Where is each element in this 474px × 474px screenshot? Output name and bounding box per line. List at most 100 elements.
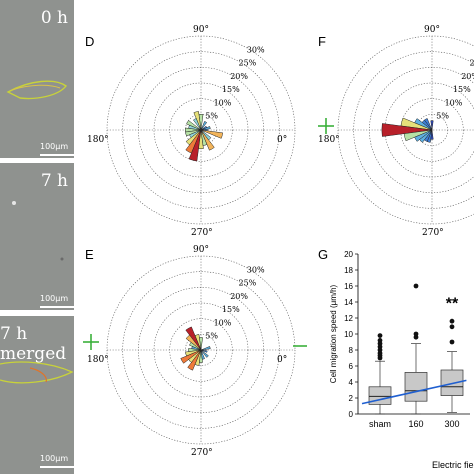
radial-tick-label: 15% <box>222 85 240 94</box>
panel-label-d: D <box>85 34 95 49</box>
y-axis-label: Cell migration speed (μm/h) <box>329 284 338 383</box>
radial-gridline <box>122 51 280 209</box>
box-plot-g: 0 2 4 6 8 10 12 14 16 18 20 <box>344 250 470 419</box>
angle-label-0: 0° <box>277 355 287 365</box>
rose-bar <box>193 118 202 131</box>
time-label: 0 h <box>40 8 68 28</box>
rose-bar <box>186 120 202 131</box>
y-tick-label: 4 <box>349 378 354 387</box>
scale-label: 100μm <box>40 142 69 151</box>
angle-label-90: 90° <box>424 25 440 35</box>
radial-tick-label: 10% <box>445 98 463 107</box>
y-tick-label: 18 <box>344 266 353 275</box>
y-tick-label: 8 <box>349 346 354 355</box>
micrograph-7h: 7 h 100μm <box>0 163 74 310</box>
rose-bar <box>200 349 208 353</box>
angle-label-180: 180° <box>87 135 109 145</box>
angle-label-0: 0° <box>277 135 287 145</box>
rose-bar <box>381 123 433 137</box>
positive-electrode-marker <box>318 118 334 134</box>
radial-tick-label: 25% <box>239 279 257 288</box>
box-160 <box>404 283 428 415</box>
time-label: 7 h <box>40 171 68 191</box>
radial-tick-label: 25% <box>470 59 474 68</box>
radial-tick-label: 5% <box>436 112 449 121</box>
panel-label-e: E <box>85 247 94 262</box>
micrograph-0h: 0 h 100μm <box>0 0 74 158</box>
outlier-point <box>449 324 455 330</box>
outlier-point <box>449 339 455 345</box>
radial-tick-label: 15% <box>453 85 471 94</box>
significance-marker: ** <box>446 295 459 312</box>
radial-tick-label: 30% <box>247 265 265 274</box>
angle-label-180: 180° <box>87 355 109 365</box>
rose-bar <box>188 129 202 162</box>
outlier-point <box>413 331 419 337</box>
rose-bar <box>185 326 202 351</box>
rose-plot-e <box>106 255 296 445</box>
radial-tick-label: 30% <box>247 45 265 54</box>
x-tick-label: 160 <box>408 419 423 429</box>
rose-bar <box>189 342 202 351</box>
radial-tick-label: 20% <box>230 72 248 81</box>
rose-bar <box>426 129 433 143</box>
scale-label: 100μm <box>40 294 69 303</box>
angle-label-270: 270° <box>191 448 213 458</box>
trend-line <box>361 379 467 405</box>
y-tick-label: 6 <box>349 362 354 371</box>
y-tick-label: 2 <box>349 394 354 403</box>
box-300 <box>440 318 464 413</box>
radial-tick-label: 20% <box>230 292 248 301</box>
radial-tick-label: 10% <box>214 98 232 107</box>
outlier-point <box>377 333 383 338</box>
rose-bar <box>414 129 433 142</box>
panel-label-g: G <box>318 247 329 262</box>
rose-bar <box>419 129 433 143</box>
angle-label-180: 180° <box>318 135 340 145</box>
y-tick-label: 20 <box>344 250 353 259</box>
cell-outline-merged <box>0 361 74 384</box>
scale-bar <box>40 306 74 308</box>
rose-bar <box>180 349 202 364</box>
cell-debris-7h <box>12 201 64 261</box>
rose-bar <box>200 349 209 358</box>
scale-label: 100μm <box>40 454 69 463</box>
positive-electrode-marker <box>83 334 99 350</box>
scale-bar <box>40 154 74 156</box>
radial-gridline <box>122 271 280 429</box>
rose-bar <box>187 349 202 371</box>
angle-label-270: 270° <box>422 228 444 238</box>
radial-tick-label: 20% <box>461 72 474 81</box>
rose-plot-f <box>337 35 474 225</box>
rose-bar <box>200 129 212 141</box>
radial-tick-label: 5% <box>205 332 218 341</box>
cell-outline-0h <box>6 80 68 100</box>
radial-tick-label: 5% <box>205 112 218 121</box>
angle-label-90: 90° <box>193 245 209 255</box>
y-tick-label: 12 <box>344 314 353 323</box>
radial-tick-label: 15% <box>222 305 240 314</box>
x-axis-label: Electric fie <box>432 460 474 470</box>
y-tick-label: 10 <box>344 330 353 339</box>
radial-tick-label: 10% <box>214 318 232 327</box>
rose-bar <box>200 125 208 131</box>
rose-bar <box>199 349 203 363</box>
box-sham <box>368 333 392 415</box>
angle-label-270: 270° <box>191 228 213 238</box>
rose-bar <box>200 129 224 139</box>
outlier-point <box>413 283 419 289</box>
radial-tick-label: 25% <box>239 59 257 68</box>
outlier-point <box>377 338 383 343</box>
y-tick-label: 0 <box>349 410 354 419</box>
rose-bar <box>198 129 204 150</box>
rose-bar <box>200 129 215 151</box>
rose-plot-d <box>106 35 296 225</box>
angle-label-90: 90° <box>193 25 209 35</box>
rose-bar <box>430 129 434 140</box>
panel-label-f: F <box>318 34 326 49</box>
x-tick-label: sham <box>369 419 391 429</box>
y-tick-label: 16 <box>344 282 353 291</box>
rose-bar <box>200 120 208 131</box>
rose-bar <box>430 120 434 131</box>
